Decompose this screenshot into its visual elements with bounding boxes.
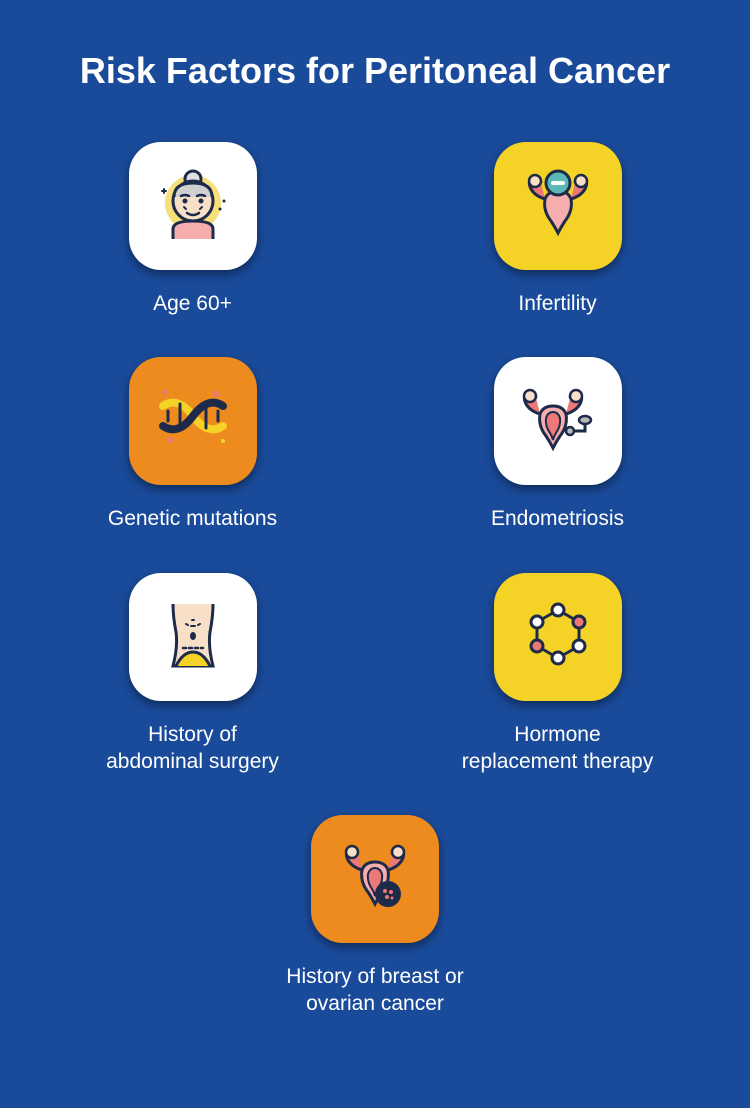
abdomen-incision-icon [129,573,257,701]
elderly-person-icon [129,142,257,270]
uterus-scan-icon [494,357,622,485]
uterus-tumor-icon [311,815,439,943]
item-genetic: Genetic mutations [83,357,303,532]
item-label: History of breast or ovarian cancer [286,963,463,1018]
uterus-blocked-icon [494,142,622,270]
item-hormone: Hormone replacement therapy [448,573,668,776]
item-label: Genetic mutations [108,505,277,532]
item-label: History of abdominal surgery [106,721,279,776]
page-title: Risk Factors for Peritoneal Cancer [40,50,710,92]
hormone-molecule-icon [494,573,622,701]
item-label: Endometriosis [491,505,624,532]
dna-mutation-icon [129,357,257,485]
item-infertility: Infertility [448,142,668,317]
item-age: Age 60+ [83,142,303,317]
item-label: Infertility [518,290,596,317]
item-label: Hormone replacement therapy [462,721,653,776]
item-cancer-history: History of breast or ovarian cancer [265,815,485,1018]
risk-factor-grid: Age 60+ Infertility [40,142,710,1018]
item-surgery: History of abdominal surgery [83,573,303,776]
item-endometriosis: Endometriosis [448,357,668,532]
item-label: Age 60+ [153,290,232,317]
